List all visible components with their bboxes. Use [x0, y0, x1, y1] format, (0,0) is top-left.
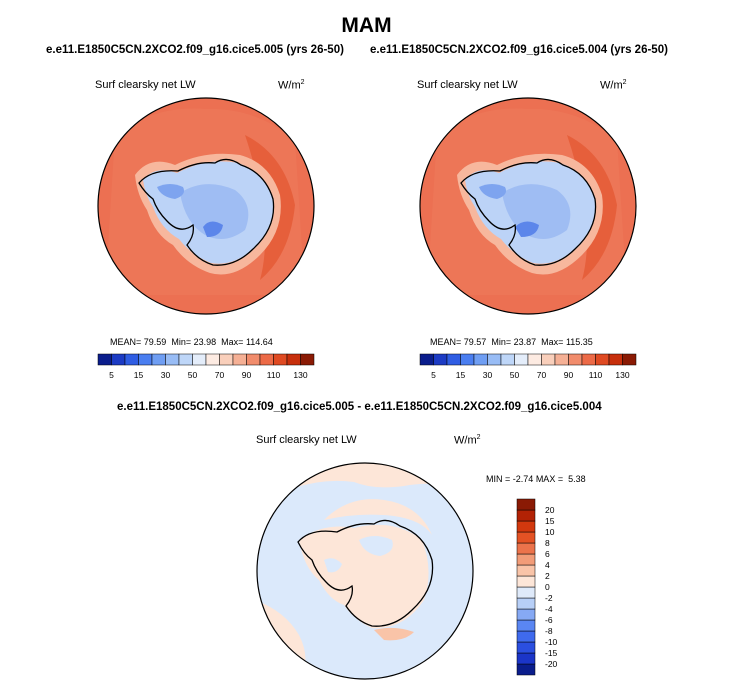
panel1-colorbar-swatch — [124, 353, 139, 366]
panel3-colorbar-tick-label: -15 — [545, 648, 558, 658]
panel2-colorbar-tick-label: 70 — [537, 370, 547, 380]
panel2-colorbar-swatch — [541, 353, 556, 366]
case-b-subtitle: e.e11.E1850C5CN.2XCO2.f09_g16.cice5.004 … — [370, 44, 668, 56]
panel3-colorbar-tick-label: -2 — [545, 593, 553, 603]
panel1-colorbar-swatch — [192, 353, 207, 366]
panel3-title: Surf clearsky net LW — [256, 434, 357, 446]
panel1-map — [97, 97, 315, 315]
panel1-colorbar-tick-label: 5 — [109, 370, 114, 380]
panel3-colorbar-swatch — [516, 641, 536, 654]
panel3-colorbar-tick-label: 4 — [545, 560, 550, 570]
panel2-colorbar-tick-label: 90 — [564, 370, 574, 380]
panel2-colorbar-swatch — [473, 353, 488, 366]
panel3-colorbar-swatch — [516, 575, 536, 588]
panel3-colorbar-tick-label: 15 — [545, 516, 555, 526]
panel3-colorbar-swatch — [516, 553, 536, 566]
panel3-colorbar-tick-label: -6 — [545, 615, 553, 625]
panel2-colorbar-tick-label: 130 — [615, 370, 629, 380]
panel1-stats: MEAN= 79.59 Min= 23.98 Max= 114.64 — [110, 337, 273, 347]
panel1-units: W/m2 — [278, 79, 305, 92]
panel2-colorbar-swatch — [500, 353, 515, 366]
panel3-stats: MIN = -2.74 MAX = 5.38 — [486, 474, 586, 484]
panel2-colorbar-tick-label: 50 — [510, 370, 520, 380]
panel1-colorbar-swatch — [97, 353, 112, 366]
panel2-colorbar-swatch — [487, 353, 502, 366]
panel3-colorbar-swatch — [516, 531, 536, 544]
panel1-colorbar-tick-label: 130 — [293, 370, 307, 380]
panel3-colorbar-swatch — [516, 597, 536, 610]
panel2-colorbar-swatch — [581, 353, 596, 366]
panel3-colorbar-tick-label: 8 — [545, 538, 550, 548]
panel2-colorbar-swatch — [554, 353, 569, 366]
panel3-colorbar-swatch — [516, 564, 536, 577]
panel2-colorbar-swatch — [446, 353, 461, 366]
diff-subtitle: e.e11.E1850C5CN.2XCO2.f09_g16.cice5.005 … — [117, 401, 602, 413]
panel1-colorbar-tick-label: 110 — [267, 370, 281, 380]
panel1-colorbar-tick-label: 15 — [134, 370, 144, 380]
figure-title: MAM — [341, 14, 392, 37]
panel2-units: W/m2 — [600, 79, 627, 92]
panel2-colorbar-swatch — [568, 353, 583, 366]
panel3-units: W/m2 — [454, 434, 481, 447]
panel1-colorbar-tick-label: 50 — [188, 370, 198, 380]
panel1-colorbar-swatch — [165, 353, 180, 366]
panel2-title: Surf clearsky net LW — [417, 79, 518, 91]
panel1-colorbar-swatch — [138, 353, 153, 366]
panel3-colorbar-swatch — [516, 520, 536, 533]
panel3-colorbar-swatch — [516, 542, 536, 555]
case-a-subtitle: e.e11.E1850C5CN.2XCO2.f09_g16.cice5.005 … — [46, 44, 344, 56]
panel3-colorbar-tick-label: 0 — [545, 582, 550, 592]
panel1-colorbar: 5 15 30 50 70 90 110 130 — [97, 353, 315, 380]
panel3-colorbar-swatch — [516, 586, 536, 599]
panel1-colorbar-swatch — [259, 353, 274, 366]
panel3-colorbar-swatch — [516, 630, 536, 643]
panel2-stats: MEAN= 79.57 Min= 23.87 Max= 115.35 — [430, 337, 593, 347]
panel2-colorbar-swatch — [460, 353, 475, 366]
panel3-colorbar-tick-label: -10 — [545, 637, 558, 647]
panel3-colorbar-swatch — [516, 663, 536, 676]
panel3-colorbar-tick-label: 2 — [545, 571, 550, 581]
panel3-colorbar-swatch — [516, 509, 536, 522]
panel3-colorbar-swatch — [516, 652, 536, 665]
panel3-colorbar-tick-label: -20 — [545, 659, 558, 669]
panel1-colorbar-swatch — [205, 353, 220, 366]
panel3-colorbar-tick-label: 6 — [545, 549, 550, 559]
panel2-colorbar-swatch — [419, 353, 434, 366]
panel3-map — [256, 462, 474, 680]
panel2-colorbar-tick-label: 30 — [483, 370, 493, 380]
panel1-colorbar-swatch — [111, 353, 126, 366]
panel2-map — [419, 97, 637, 315]
panel1-colorbar-swatch — [273, 353, 288, 366]
panel3-colorbar-swatch — [516, 619, 536, 632]
panel2-colorbar-swatch — [608, 353, 623, 366]
panel3-colorbar-tick-label: -8 — [545, 626, 553, 636]
panel1-colorbar-swatch — [300, 353, 315, 366]
panel3-colorbar-tick-label: 10 — [545, 527, 555, 537]
panel1-colorbar-swatch — [286, 353, 301, 366]
panel2-colorbar-tick-label: 5 — [431, 370, 436, 380]
panel1-colorbar-swatch — [232, 353, 247, 366]
panel1-colorbar-swatch — [219, 353, 234, 366]
panel2-colorbar-swatch — [433, 353, 448, 366]
panel2-colorbar: 5 15 30 50 70 90 110 130 — [419, 353, 637, 380]
panel2-colorbar-swatch — [514, 353, 529, 366]
panel1-colorbar-tick-label: 90 — [242, 370, 252, 380]
panel2-colorbar-tick-label: 110 — [589, 370, 603, 380]
panel1-colorbar-tick-label: 70 — [215, 370, 225, 380]
panel1-title: Surf clearsky net LW — [95, 79, 196, 91]
panel1-colorbar-swatch — [151, 353, 166, 366]
panel2-colorbar-tick-label: 15 — [456, 370, 466, 380]
panel2-colorbar-swatch — [527, 353, 542, 366]
panel2-colorbar-swatch — [622, 353, 637, 366]
panel3-colorbar-swatch — [516, 608, 536, 621]
panel1-colorbar-swatch — [178, 353, 193, 366]
panel3-colorbar-tick-label: 20 — [545, 505, 555, 515]
panel1-colorbar-tick-label: 30 — [161, 370, 171, 380]
panel2-colorbar-swatch — [595, 353, 610, 366]
panel3-colorbar-tick-label: -4 — [545, 604, 553, 614]
panel1-colorbar-swatch — [246, 353, 261, 366]
panel3-colorbar-swatch — [516, 498, 536, 511]
